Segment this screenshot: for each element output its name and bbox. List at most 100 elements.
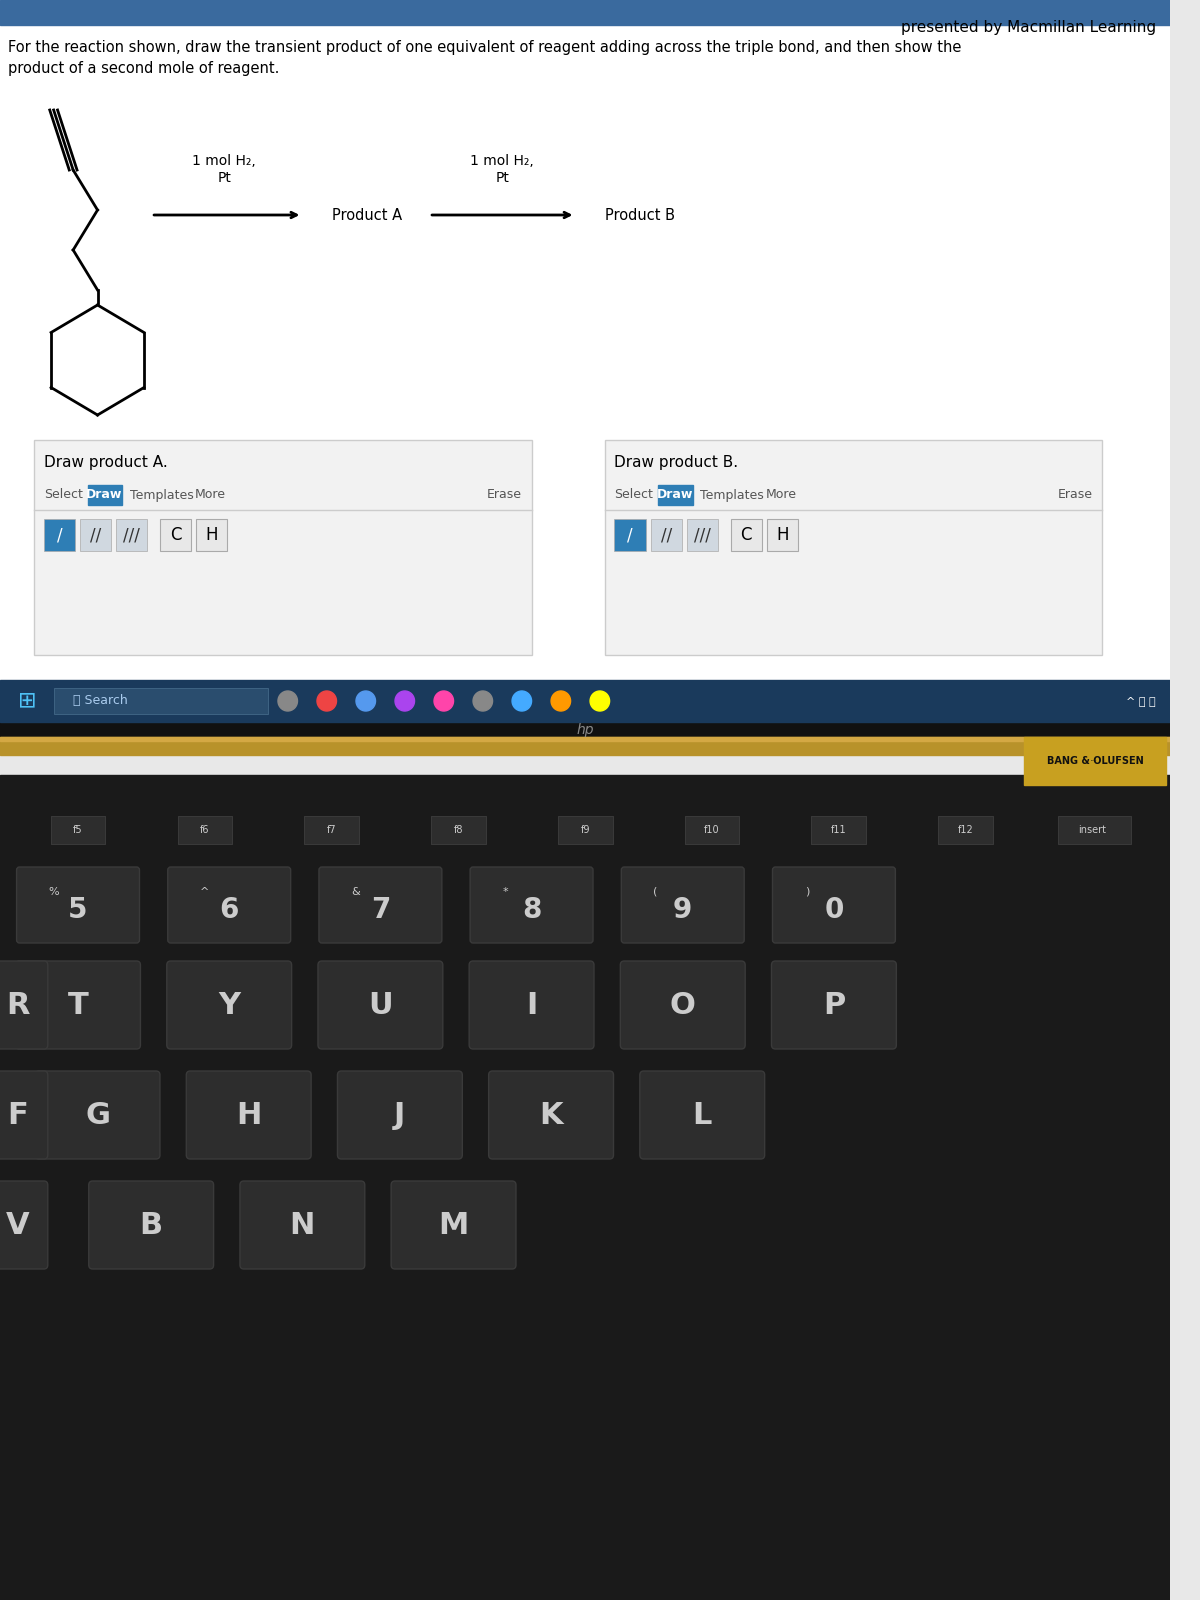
Bar: [686, 518, 718, 550]
Text: Draw product B.: Draw product B.: [614, 454, 738, 470]
Bar: [0, 722, 1170, 738]
FancyBboxPatch shape: [470, 867, 593, 942]
Text: Product B: Product B: [605, 208, 674, 222]
FancyBboxPatch shape: [0, 1181, 48, 1269]
Text: BANG & OLUFSEN: BANG & OLUFSEN: [1046, 757, 1144, 766]
Bar: [160, 518, 191, 550]
Text: *: *: [503, 886, 508, 898]
Text: presented by Macmillan Learning: presented by Macmillan Learning: [901, 19, 1156, 35]
FancyBboxPatch shape: [318, 962, 443, 1050]
Text: M: M: [438, 1211, 469, 1240]
Text: 0: 0: [824, 896, 844, 925]
FancyBboxPatch shape: [773, 867, 895, 942]
FancyBboxPatch shape: [488, 1070, 613, 1158]
Bar: [44, 518, 76, 550]
FancyBboxPatch shape: [622, 867, 744, 942]
Text: ///: ///: [694, 526, 710, 544]
Bar: [605, 440, 1102, 654]
Bar: [50, 816, 106, 845]
Text: Product A: Product A: [331, 208, 402, 222]
Bar: [0, 774, 1170, 1600]
Text: //: //: [90, 526, 101, 544]
FancyBboxPatch shape: [319, 867, 442, 942]
Bar: [650, 518, 682, 550]
Bar: [659, 485, 692, 506]
Text: f8: f8: [454, 826, 463, 835]
Text: /: /: [56, 526, 62, 544]
Text: ///: ///: [124, 526, 140, 544]
Text: N: N: [289, 1211, 316, 1240]
Text: C: C: [740, 526, 752, 544]
Bar: [178, 816, 232, 845]
Text: More: More: [766, 488, 797, 501]
Bar: [731, 518, 762, 550]
Bar: [80, 518, 112, 550]
Text: 6: 6: [220, 896, 239, 925]
Text: H: H: [776, 526, 788, 544]
Text: f5: f5: [73, 826, 83, 835]
FancyBboxPatch shape: [16, 962, 140, 1050]
Text: hp: hp: [576, 723, 594, 738]
Circle shape: [356, 691, 376, 710]
Bar: [196, 518, 227, 550]
Text: Draw: Draw: [656, 488, 694, 501]
Text: f10: f10: [704, 826, 720, 835]
Text: H: H: [205, 526, 218, 544]
Text: F: F: [7, 1101, 28, 1130]
Circle shape: [278, 691, 298, 710]
Text: ): ): [805, 886, 809, 898]
Text: For the reaction shown, draw the transient product of one equivalent of reagent : For the reaction shown, draw the transie…: [8, 40, 961, 75]
Circle shape: [512, 691, 532, 710]
Circle shape: [434, 691, 454, 710]
FancyBboxPatch shape: [0, 1070, 48, 1158]
FancyBboxPatch shape: [391, 1181, 516, 1269]
Bar: [0, 0, 1170, 26]
Text: I: I: [526, 990, 538, 1019]
Text: ^: ^: [200, 886, 209, 898]
Text: 🔍 Search: 🔍 Search: [73, 694, 128, 707]
Text: L: L: [692, 1101, 712, 1130]
Text: Templates: Templates: [130, 488, 193, 501]
FancyBboxPatch shape: [89, 1181, 214, 1269]
Text: Erase: Erase: [487, 488, 522, 501]
Bar: [1024, 738, 1165, 786]
Text: 1 mol H₂,
Pt: 1 mol H₂, Pt: [470, 154, 534, 186]
Text: H: H: [236, 1101, 262, 1130]
Bar: [0, 680, 1170, 722]
FancyBboxPatch shape: [640, 1070, 764, 1158]
Text: %: %: [49, 886, 59, 898]
FancyBboxPatch shape: [186, 1070, 311, 1158]
Circle shape: [590, 691, 610, 710]
Text: Y: Y: [218, 990, 240, 1019]
FancyBboxPatch shape: [240, 1181, 365, 1269]
Text: (: (: [654, 886, 658, 898]
Text: Select: Select: [614, 488, 653, 501]
Bar: [1058, 816, 1132, 845]
Text: /: /: [628, 526, 632, 544]
FancyBboxPatch shape: [337, 1070, 462, 1158]
Bar: [0, 0, 1170, 680]
Text: //: //: [660, 526, 672, 544]
Text: f11: f11: [830, 826, 847, 835]
Text: T: T: [67, 990, 89, 1019]
Text: 7: 7: [371, 896, 390, 925]
Bar: [305, 816, 359, 845]
Text: Templates: Templates: [701, 488, 764, 501]
Text: V: V: [6, 1211, 29, 1240]
Text: 5: 5: [68, 896, 88, 925]
Bar: [431, 816, 486, 845]
Text: R: R: [6, 990, 29, 1019]
FancyBboxPatch shape: [35, 1070, 160, 1158]
Bar: [938, 816, 992, 845]
Text: Select: Select: [44, 488, 83, 501]
Text: More: More: [196, 488, 226, 501]
Text: U: U: [368, 990, 392, 1019]
FancyBboxPatch shape: [772, 962, 896, 1050]
Bar: [116, 518, 148, 550]
FancyBboxPatch shape: [469, 962, 594, 1050]
Text: 1 mol H₂,
Pt: 1 mol H₂, Pt: [192, 154, 257, 186]
Circle shape: [317, 691, 336, 710]
FancyBboxPatch shape: [0, 962, 48, 1050]
Bar: [811, 816, 866, 845]
Text: Draw: Draw: [86, 488, 122, 501]
